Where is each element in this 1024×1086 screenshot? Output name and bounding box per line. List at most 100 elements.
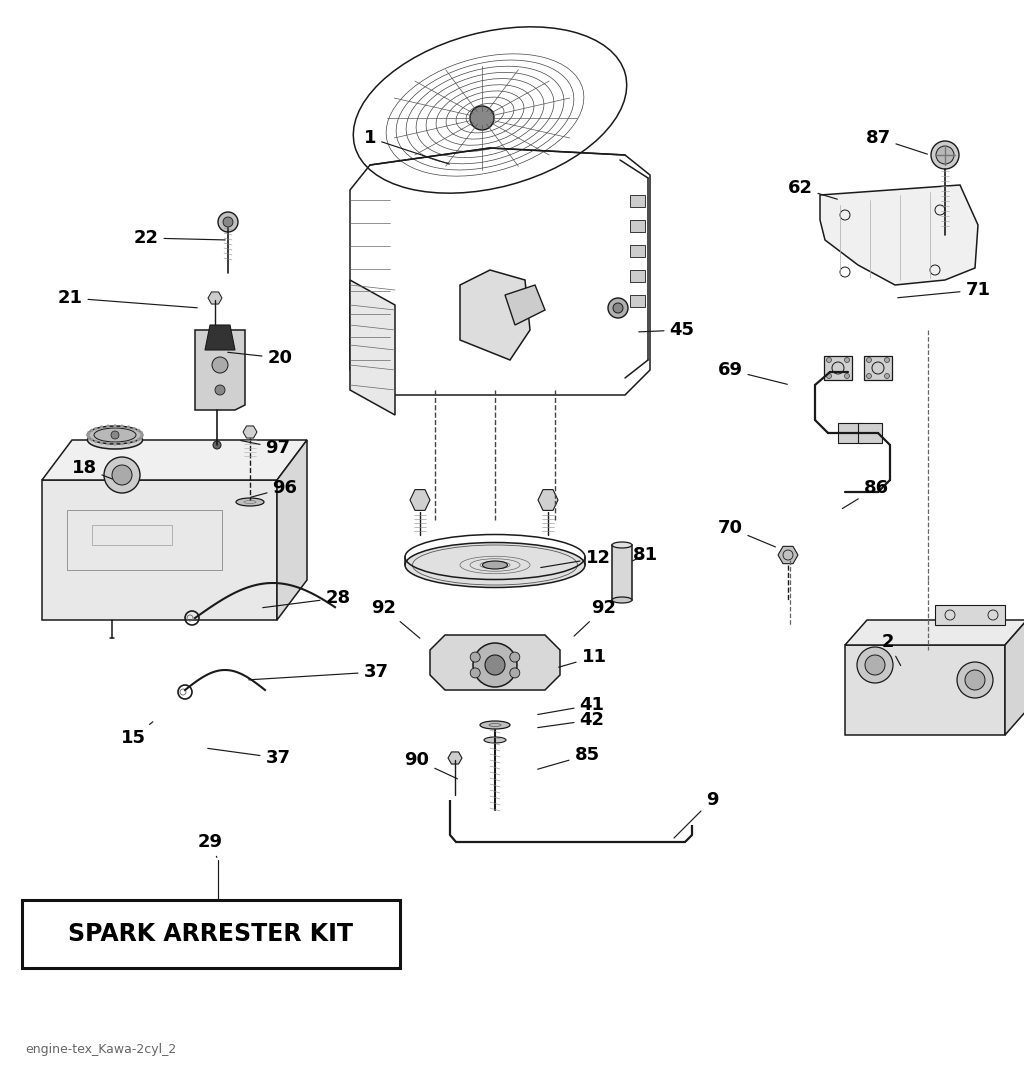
Text: 45: 45 (639, 321, 694, 339)
Polygon shape (864, 356, 892, 380)
Polygon shape (42, 440, 307, 480)
Polygon shape (1005, 620, 1024, 735)
Circle shape (857, 647, 893, 683)
Circle shape (106, 425, 110, 428)
Circle shape (100, 426, 103, 429)
Text: 81: 81 (633, 546, 657, 564)
Text: 87: 87 (865, 129, 928, 154)
Text: 22: 22 (133, 229, 225, 247)
Circle shape (127, 441, 130, 444)
Bar (630, 270, 645, 282)
Polygon shape (824, 356, 852, 380)
Circle shape (132, 427, 135, 430)
Text: 37: 37 (208, 748, 291, 767)
Ellipse shape (612, 542, 632, 548)
Circle shape (139, 435, 142, 439)
Polygon shape (538, 490, 558, 510)
Circle shape (826, 374, 831, 379)
Circle shape (470, 106, 494, 130)
Circle shape (90, 429, 93, 432)
FancyBboxPatch shape (22, 900, 400, 968)
Circle shape (140, 433, 143, 437)
Text: 71: 71 (898, 281, 990, 299)
Circle shape (485, 655, 505, 675)
Circle shape (608, 298, 628, 318)
Circle shape (121, 442, 124, 445)
Polygon shape (845, 620, 1024, 645)
Circle shape (215, 386, 225, 395)
Circle shape (114, 425, 117, 428)
Polygon shape (612, 545, 632, 599)
Polygon shape (208, 292, 222, 304)
Polygon shape (350, 280, 395, 415)
Text: 2: 2 (882, 633, 901, 666)
Circle shape (137, 438, 140, 441)
Polygon shape (505, 285, 545, 325)
Text: SPARK ARRESTER KIT: SPARK ARRESTER KIT (69, 922, 353, 946)
Text: 96: 96 (251, 479, 298, 497)
Circle shape (473, 643, 517, 687)
Circle shape (212, 357, 228, 372)
Ellipse shape (484, 737, 506, 743)
Polygon shape (460, 270, 530, 359)
Circle shape (885, 374, 890, 379)
Bar (630, 295, 645, 307)
Circle shape (845, 357, 850, 363)
Polygon shape (410, 490, 430, 510)
Ellipse shape (482, 561, 508, 569)
Circle shape (965, 670, 985, 690)
Circle shape (137, 429, 140, 432)
Circle shape (121, 425, 124, 428)
Circle shape (845, 374, 850, 379)
Text: 97: 97 (241, 439, 291, 457)
Circle shape (826, 357, 831, 363)
Text: 21: 21 (57, 289, 198, 307)
Ellipse shape (936, 146, 954, 164)
Text: 9: 9 (674, 791, 718, 838)
Circle shape (112, 465, 132, 485)
Bar (630, 245, 645, 257)
Text: 28: 28 (263, 589, 350, 608)
Polygon shape (278, 440, 307, 620)
Text: 70: 70 (718, 519, 775, 547)
Circle shape (510, 668, 520, 678)
Circle shape (87, 431, 90, 434)
Text: 12: 12 (541, 550, 610, 568)
Circle shape (86, 433, 89, 437)
Circle shape (87, 435, 90, 439)
Circle shape (957, 662, 993, 698)
Ellipse shape (931, 141, 959, 169)
Ellipse shape (218, 212, 238, 232)
Text: engine-tex_Kawa-2cyl_2: engine-tex_Kawa-2cyl_2 (25, 1044, 176, 1057)
Circle shape (114, 442, 117, 445)
Text: 18: 18 (72, 459, 113, 479)
Ellipse shape (87, 431, 142, 449)
Text: 92: 92 (372, 599, 420, 639)
Circle shape (510, 652, 520, 662)
Circle shape (106, 442, 110, 445)
Text: 37: 37 (249, 662, 388, 681)
Text: 41: 41 (538, 696, 604, 715)
Circle shape (470, 652, 480, 662)
Circle shape (885, 357, 890, 363)
Text: 69: 69 (718, 361, 787, 384)
Polygon shape (42, 480, 278, 620)
Polygon shape (845, 645, 1005, 735)
Text: 62: 62 (787, 179, 838, 199)
Polygon shape (858, 424, 882, 443)
Circle shape (470, 668, 480, 678)
Circle shape (866, 357, 871, 363)
Ellipse shape (236, 498, 264, 506)
Circle shape (613, 303, 623, 313)
Polygon shape (778, 546, 798, 564)
Bar (630, 220, 645, 232)
Text: 20: 20 (227, 349, 293, 367)
Ellipse shape (87, 426, 142, 444)
Polygon shape (243, 426, 257, 438)
Text: 85: 85 (538, 746, 600, 769)
Polygon shape (820, 185, 978, 285)
Circle shape (866, 374, 871, 379)
Polygon shape (838, 424, 862, 443)
Circle shape (213, 441, 221, 449)
Polygon shape (430, 635, 560, 690)
